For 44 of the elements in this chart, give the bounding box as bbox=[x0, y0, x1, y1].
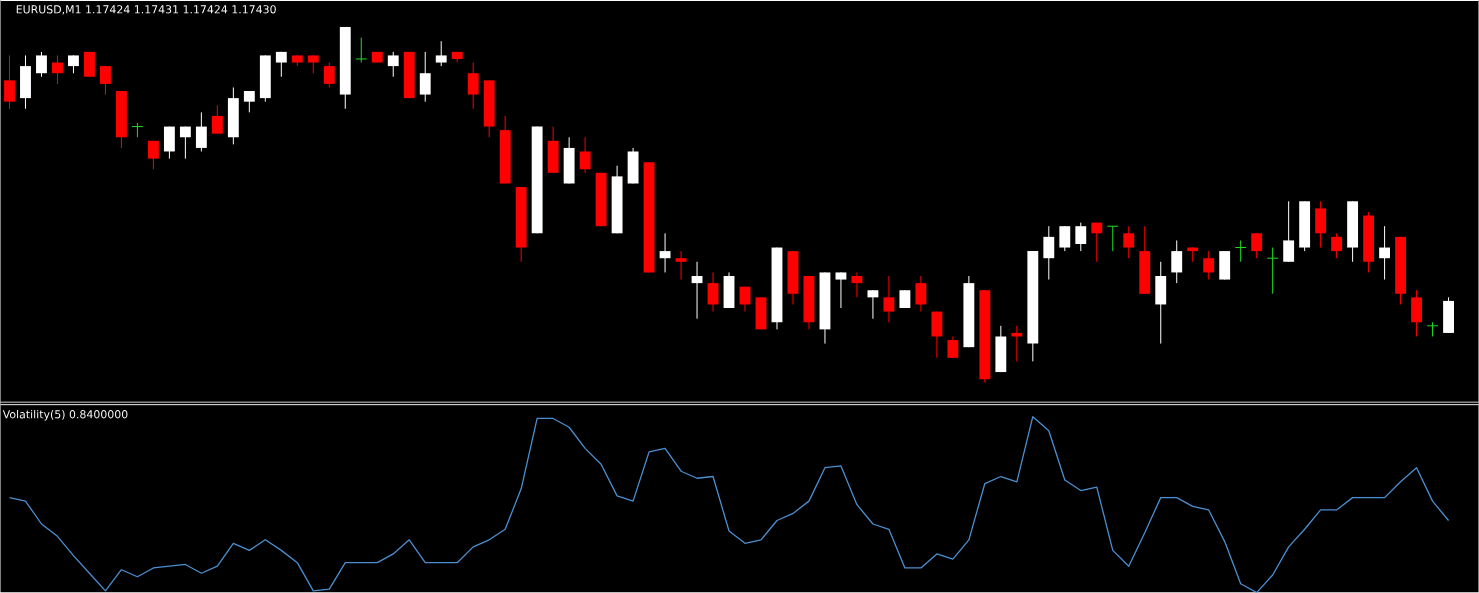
candlestick bbox=[707, 272, 719, 313]
candlestick bbox=[1251, 233, 1263, 259]
candlestick bbox=[915, 275, 927, 313]
candlestick bbox=[211, 104, 223, 135]
candlestick bbox=[835, 272, 847, 309]
candlestick bbox=[659, 233, 671, 274]
candlestick bbox=[4, 55, 15, 110]
candlestick bbox=[1059, 225, 1071, 252]
candlestick bbox=[147, 140, 159, 170]
candlestick bbox=[36, 51, 47, 78]
candlestick bbox=[1283, 200, 1295, 263]
candlestick bbox=[1426, 321, 1439, 338]
candlestick bbox=[195, 112, 207, 153]
candlestick bbox=[851, 272, 863, 299]
candlestick bbox=[323, 62, 335, 89]
candlestick bbox=[275, 51, 287, 78]
candlestick bbox=[387, 51, 399, 78]
candlestick bbox=[1043, 225, 1055, 281]
candlestick bbox=[1106, 225, 1119, 252]
candlestick bbox=[1331, 233, 1343, 259]
candlestick bbox=[435, 40, 447, 67]
candlestick bbox=[883, 275, 895, 323]
candlestick bbox=[243, 90, 255, 114]
candlestick bbox=[467, 62, 479, 110]
candlestick bbox=[100, 65, 111, 96]
chart-title: EURUSD,M1 1.17424 1.17431 1.17424 1.17430 bbox=[16, 5, 276, 15]
candlestick bbox=[1171, 240, 1183, 284]
candlestick bbox=[179, 126, 191, 160]
candlestick bbox=[1075, 222, 1087, 252]
candlestick bbox=[691, 261, 703, 320]
candlestick bbox=[131, 122, 144, 138]
candlestick bbox=[1234, 240, 1247, 263]
candlestick bbox=[1266, 247, 1279, 295]
candlestick bbox=[52, 55, 63, 85]
candlestick bbox=[867, 289, 879, 320]
candlestick bbox=[675, 250, 687, 281]
candlestick bbox=[1379, 225, 1391, 281]
candlestick bbox=[355, 37, 368, 64]
candlestick bbox=[579, 136, 591, 174]
candlestick bbox=[1123, 225, 1135, 259]
candlestick bbox=[1091, 222, 1103, 263]
candlestick bbox=[1203, 250, 1215, 281]
chart-title: Volatility(5) 0.8400000 bbox=[2, 410, 128, 421]
candlestick bbox=[419, 51, 431, 103]
